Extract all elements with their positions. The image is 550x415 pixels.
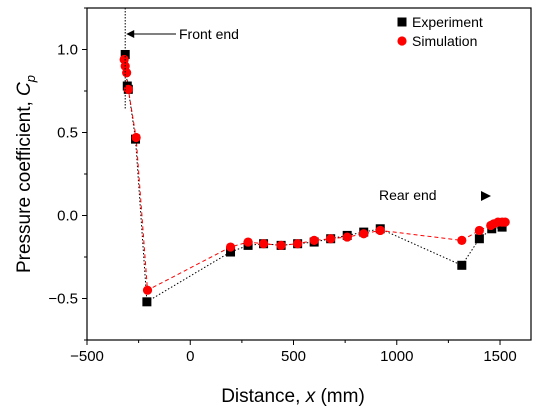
y-tick-label: 1.0: [57, 42, 78, 59]
y-tick-label: −0.5: [48, 291, 78, 308]
rear-end-label: Rear end: [379, 187, 437, 203]
experiment-point: [226, 247, 236, 257]
simulation-point: [375, 225, 385, 236]
simulation-point: [474, 225, 484, 236]
series-markers: [119, 49, 510, 307]
y-axis-label: Pressure coefficient, Cp: [14, 75, 38, 273]
legend-label-experiment: Experiment: [412, 14, 483, 30]
simulation-point: [359, 229, 369, 239]
simulation-point: [500, 217, 510, 227]
simulation-point: [258, 239, 269, 249]
front-end-arrowhead: [126, 30, 135, 38]
x-tick-label: 500: [281, 348, 306, 365]
legend-marker-experiment: [397, 17, 407, 27]
plot-frame: [86, 7, 532, 341]
legend-label-simulation: Simulation: [412, 33, 477, 49]
simulation-point: [342, 232, 352, 242]
plot-area-border: [86, 7, 532, 341]
simulation-point: [131, 132, 141, 143]
simulation-point: [309, 235, 319, 245]
experiment-point: [497, 222, 507, 232]
series-line-experiment: [124, 54, 503, 303]
x-tick-label: −500: [70, 348, 104, 365]
y-tick-label: 0.0: [57, 208, 78, 225]
x-axis-label: Distance, x (mm): [221, 386, 365, 407]
x-tick-label: 1500: [483, 348, 516, 365]
y-tick-label: 0.5: [57, 125, 78, 142]
simulation-point: [225, 242, 236, 252]
front-end-label: Front end: [179, 26, 239, 42]
x-tick-label: 1000: [380, 348, 413, 365]
simulation-point: [293, 239, 303, 249]
legend: Experiment Simulation: [397, 14, 483, 49]
simulation-point: [123, 84, 133, 94]
legend-marker-simulation: [397, 36, 407, 46]
rear-end-arrowhead: [481, 191, 491, 201]
y-axis-ticks: −0.5 0.0 0.5 1.0: [48, 7, 87, 341]
annotations: Front end Rear end: [124, 8, 491, 203]
experiment-point: [142, 297, 152, 307]
simulation-point: [243, 237, 253, 247]
simulation-point: [142, 285, 153, 295]
x-tick-label: 0: [186, 348, 194, 365]
experiment-point: [457, 260, 467, 270]
simulation-point: [457, 235, 467, 245]
simulation-point: [326, 234, 336, 244]
simulation-point: [122, 68, 132, 78]
series-lines: [123, 54, 506, 303]
x-axis-ticks: −500 0 500 1000 1500: [70, 340, 517, 365]
experiment-point: [474, 234, 484, 244]
simulation-point: [276, 240, 286, 250]
series-line-simulation: [123, 59, 506, 291]
